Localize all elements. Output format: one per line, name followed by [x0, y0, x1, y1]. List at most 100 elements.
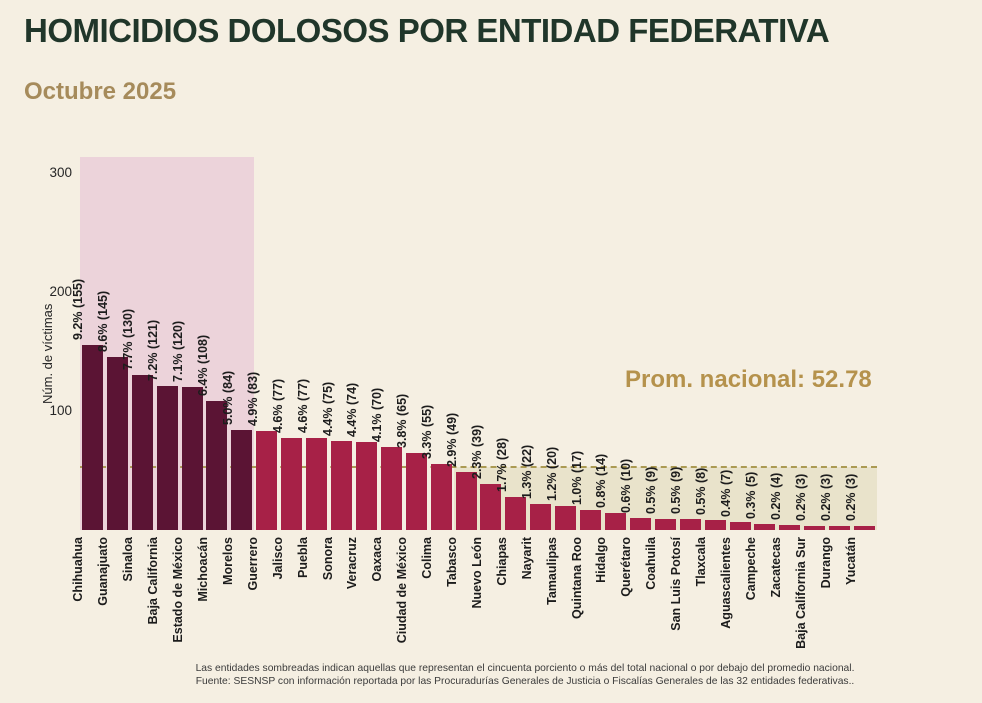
bar: [555, 506, 577, 530]
bar: [131, 375, 153, 530]
x-axis-state-label: Veracruz: [345, 537, 360, 590]
bar-chart-plot-area: 9.2% (155) Chihuahua 8.6% (145) Guanajuato 7…: [49, 157, 877, 649]
bar: [331, 440, 353, 530]
x-axis-state-label: Tamaulipas: [544, 537, 559, 605]
bar: [754, 524, 776, 530]
x-axis-state-label: Durango: [818, 537, 833, 589]
bar-value-label: 9.2% (155): [71, 279, 86, 341]
x-axis-state-label: Sonora: [320, 537, 335, 581]
x-axis-state-label: Guerrero: [245, 537, 260, 591]
national-average-dashed-line: [80, 466, 877, 469]
x-axis-state-label: Sinaloa: [121, 537, 136, 582]
bar-value-label: 7.2% (121): [146, 319, 161, 381]
x-axis-state-label: Puebla: [295, 537, 310, 578]
bar-value-label: 0.5% (9): [644, 467, 659, 515]
bar: [505, 496, 527, 530]
bar-value-label: 0.3% (5): [743, 471, 758, 520]
national-average-annotation: Prom. nacional: 52.78: [625, 366, 872, 393]
x-axis-state-label: Hidalgo: [594, 537, 609, 583]
bar: [829, 526, 851, 530]
bar: [779, 525, 801, 530]
bar-value-label: 4.4% (75): [320, 381, 335, 436]
x-axis-state-label: Oaxaca: [370, 537, 385, 582]
bar-value-label: 1.2% (20): [544, 446, 559, 502]
x-axis-state-label: Tabasco: [445, 537, 460, 587]
x-axis-state-label: Baja California Sur: [793, 537, 808, 649]
bar-value-label: 0.2% (3): [793, 474, 808, 522]
bar-value-label: 0.2% (4): [768, 472, 783, 521]
bar: [380, 446, 402, 530]
bar-value-label: 1.0% (17): [569, 450, 584, 505]
bar-value-label: 0.2% (3): [843, 474, 858, 522]
x-axis-state-label: Chihuahua: [71, 537, 86, 602]
bar: [306, 438, 328, 530]
bar-value-label: 1.7% (28): [494, 437, 509, 492]
bar-value-label: 5.0% (84): [220, 370, 235, 425]
x-axis-state-label: Quintana Roo: [569, 537, 584, 619]
x-axis-state-label: Michoacán: [195, 537, 210, 602]
x-axis-state-label: San Luis Potosí: [669, 537, 684, 631]
bar-value-label: 0.4% (7): [719, 469, 734, 517]
bar-value-label: 4.6% (77): [295, 379, 310, 434]
bar: [804, 526, 826, 530]
bar-value-label: 0.5% (8): [694, 468, 709, 516]
bar: [256, 431, 278, 530]
x-axis-state-label: Nayarit: [519, 537, 534, 580]
x-axis-state-label: Tlaxcala: [694, 537, 709, 587]
x-axis-state-label: Campeche: [743, 537, 758, 601]
bar-value-label: 0.5% (9): [669, 467, 684, 515]
footnote-source: Fuente: SESNSP con información reportada…: [195, 675, 855, 687]
bar: [355, 441, 377, 530]
bar-value-label: 0.8% (14): [594, 454, 609, 509]
x-axis-state-label: Colima: [420, 537, 435, 579]
bar: [281, 438, 303, 530]
bar: [854, 526, 876, 530]
x-axis-state-label: Guanajuato: [96, 537, 111, 606]
y-axis-tick-label: 100: [49, 402, 72, 418]
bar: [580, 509, 602, 530]
x-axis-state-label: Estado de México: [171, 537, 186, 643]
bar-value-label: 7.1% (120): [171, 320, 186, 382]
bar: [206, 401, 228, 530]
bar-value-label: 6.4% (108): [195, 335, 210, 397]
bar: [181, 387, 203, 530]
x-axis-state-label: Chiapas: [494, 537, 509, 586]
bar-value-label: 7.7% (130): [121, 308, 136, 371]
y-axis-tick-label: 300: [49, 164, 72, 180]
bar-value-label: 4.4% (74): [345, 382, 360, 437]
chart-subtitle-month: Octubre 2025: [24, 78, 177, 105]
bar-value-label: 2.3% (39): [469, 424, 484, 479]
bar: [604, 513, 626, 530]
bar-value-label: 1.3% (22): [519, 444, 534, 499]
bar: [629, 518, 651, 530]
x-axis-state-label: Zacatecas: [768, 537, 783, 598]
y-axis-label: Núm. de víctimas: [40, 303, 55, 404]
bar-value-label: 4.1% (70): [370, 387, 385, 442]
x-axis-state-label: Jalisco: [270, 537, 285, 580]
bar: [430, 464, 452, 530]
bar: [106, 357, 128, 530]
bar-value-label: 3.3% (55): [420, 405, 435, 460]
bar-value-label: 4.9% (83): [245, 371, 260, 427]
y-axis-tick-label: 200: [49, 283, 72, 299]
page-title: HOMICIDIOS DOLOSOS POR ENTIDAD FEDERATIV…: [24, 12, 830, 49]
bar-value-label: 2.9% (49): [445, 412, 460, 467]
x-axis-state-label: Yucatán: [843, 537, 858, 585]
bar: [704, 520, 726, 530]
bar-value-label: 4.6% (77): [270, 379, 285, 434]
bar: [81, 345, 103, 530]
x-axis-state-label: Baja California: [146, 537, 161, 625]
bar-value-label: 0.6% (10): [619, 458, 634, 514]
bar-value-label: 8.6% (145): [96, 291, 111, 353]
bar-value-label: 0.2% (3): [818, 474, 833, 522]
bar: [455, 471, 477, 530]
x-axis-state-label: Aguascalientes: [719, 537, 734, 629]
x-axis-state-label: Morelos: [220, 537, 235, 585]
x-axis-state-label: Coahuila: [644, 537, 659, 590]
bar: [679, 519, 701, 530]
x-axis-state-label: Nuevo León: [469, 537, 484, 609]
x-axis-state-label: Querétaro: [619, 537, 634, 597]
bar: [231, 429, 253, 530]
chart-footnote: Las entidades sombreadas indican aquella…: [80, 663, 970, 688]
x-axis-state-label: Ciudad de México: [395, 537, 410, 644]
